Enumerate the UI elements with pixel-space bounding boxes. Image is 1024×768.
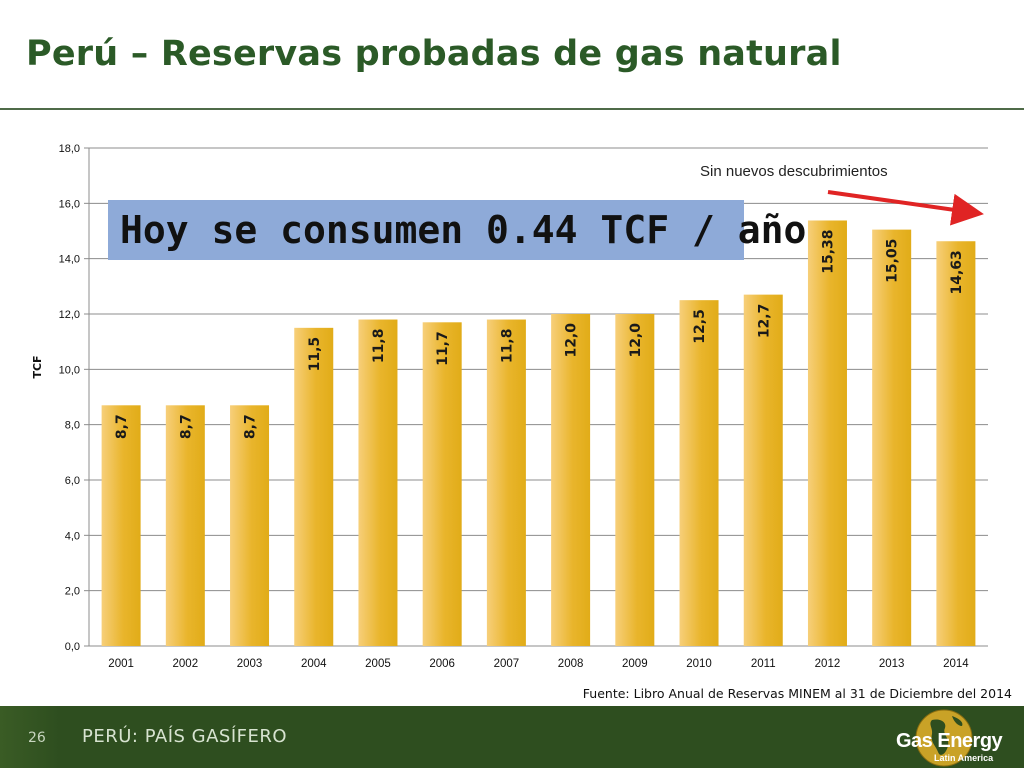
consumption-banner: Hoy se consumen 0.44 TCF / año — [108, 200, 806, 260]
gas-energy-logo: Gas Energy Latin America — [892, 708, 1022, 768]
data-label-2014: 14,63 — [949, 250, 965, 294]
x-tick-label-2010: 2010 — [686, 658, 712, 670]
globe-icon — [915, 709, 973, 767]
y-tick-label: 6,0 — [65, 475, 80, 487]
logo-wordmark: Gas Energy — [896, 730, 1003, 752]
x-tick-label-2003: 2003 — [237, 658, 263, 670]
y-tick-label: 14,0 — [59, 254, 80, 266]
axes: 0,0 2,0 4,0 6,0 8,0 10,0 12,0 14,0 16,0 18,0 TCF 20… — [31, 143, 988, 670]
source-citation: Fuente: Libro Anual de Reservas MINEM al… — [582, 686, 1012, 701]
bar-chart-svg: 0,0 2,0 4,0 6,0 8,0 10,0 12,0 14,0 16,0 18,0 TCF 20… — [31, 143, 988, 670]
bar-2010 — [679, 300, 719, 646]
bars — [101, 220, 976, 646]
x-tick-label-2001: 2001 — [108, 658, 134, 670]
y-axis-title: TCF — [31, 355, 44, 378]
x-tick-label-2014: 2014 — [943, 658, 969, 670]
bar-2004 — [294, 327, 334, 646]
page-number: 26 — [28, 730, 46, 746]
data-labels: 8,7 8,7 8,7 11,5 11,8 11,7 11,8 12,0 12,0 12,5 12,… — [114, 229, 965, 439]
x-tick-label-2008: 2008 — [558, 658, 584, 670]
bar-2007 — [486, 319, 526, 646]
y-tick-label: 4,0 — [65, 530, 80, 542]
data-label-2004: 11,5 — [307, 337, 323, 372]
bar-2001 — [101, 405, 141, 646]
data-label-2007: 11,8 — [499, 329, 515, 364]
data-label-2013: 15,05 — [885, 239, 901, 283]
annotation-note: Sin nuevos descubrimientos — [700, 163, 888, 180]
x-tick-label-2009: 2009 — [622, 658, 648, 670]
footer-bar: 26 PERÚ: PAÍS GASÍFERO Gas Energy Latin … — [0, 706, 1024, 768]
bar-2005 — [358, 319, 398, 646]
data-label-2011: 12,7 — [756, 304, 772, 339]
x-tick-label-2006: 2006 — [429, 658, 455, 670]
y-tick-label: 2,0 — [65, 586, 80, 598]
x-tick-label-2007: 2007 — [494, 658, 520, 670]
data-label-2001: 8,7 — [114, 414, 130, 439]
data-label-2002: 8,7 — [178, 414, 194, 439]
y-tick-label: 10,0 — [59, 364, 80, 376]
bar-2014 — [936, 241, 976, 646]
x-tick-label-2002: 2002 — [173, 658, 199, 670]
x-tick-label-2005: 2005 — [365, 658, 391, 670]
bar-2002 — [165, 405, 205, 646]
y-tick-label: 12,0 — [59, 309, 80, 321]
bar-2011 — [743, 294, 783, 646]
y-tick-label: 16,0 — [59, 198, 80, 210]
data-label-2005: 11,8 — [371, 329, 387, 364]
x-tick-label-2004: 2004 — [301, 658, 327, 670]
x-tick-label-2011: 2011 — [751, 658, 776, 670]
bar-2009 — [615, 314, 655, 646]
footer-section-title: PERÚ: PAÍS GASÍFERO — [82, 726, 288, 747]
data-label-2008: 12,0 — [564, 323, 580, 358]
data-label-2012: 15,38 — [820, 229, 836, 273]
bar-2008 — [551, 314, 591, 646]
y-tick-label: 0,0 — [65, 641, 80, 653]
title-divider — [0, 108, 1024, 110]
y-tick-label: 8,0 — [65, 420, 80, 432]
bar-2012 — [807, 220, 847, 646]
x-tick-label-2012: 2012 — [815, 658, 841, 670]
bar-2013 — [872, 229, 912, 646]
slide-title: Perú – Reservas probadas de gas natural — [26, 34, 842, 74]
logo-tagline: Latin America — [934, 753, 994, 763]
trend-arrow-icon — [827, 190, 984, 226]
y-tick-label: 18,0 — [59, 143, 80, 155]
footer-accent — [0, 706, 60, 768]
data-label-2009: 12,0 — [628, 323, 644, 358]
bar-2003 — [230, 405, 270, 646]
data-label-2003: 8,7 — [243, 414, 259, 439]
data-label-2010: 12,5 — [692, 309, 708, 344]
bar-2006 — [422, 322, 462, 646]
data-label-2006: 11,7 — [435, 331, 451, 366]
x-tick-label-2013: 2013 — [879, 658, 905, 670]
reserves-chart: 0,0 2,0 4,0 6,0 8,0 10,0 12,0 14,0 16,0 18,0 TCF 20… — [0, 112, 1024, 684]
